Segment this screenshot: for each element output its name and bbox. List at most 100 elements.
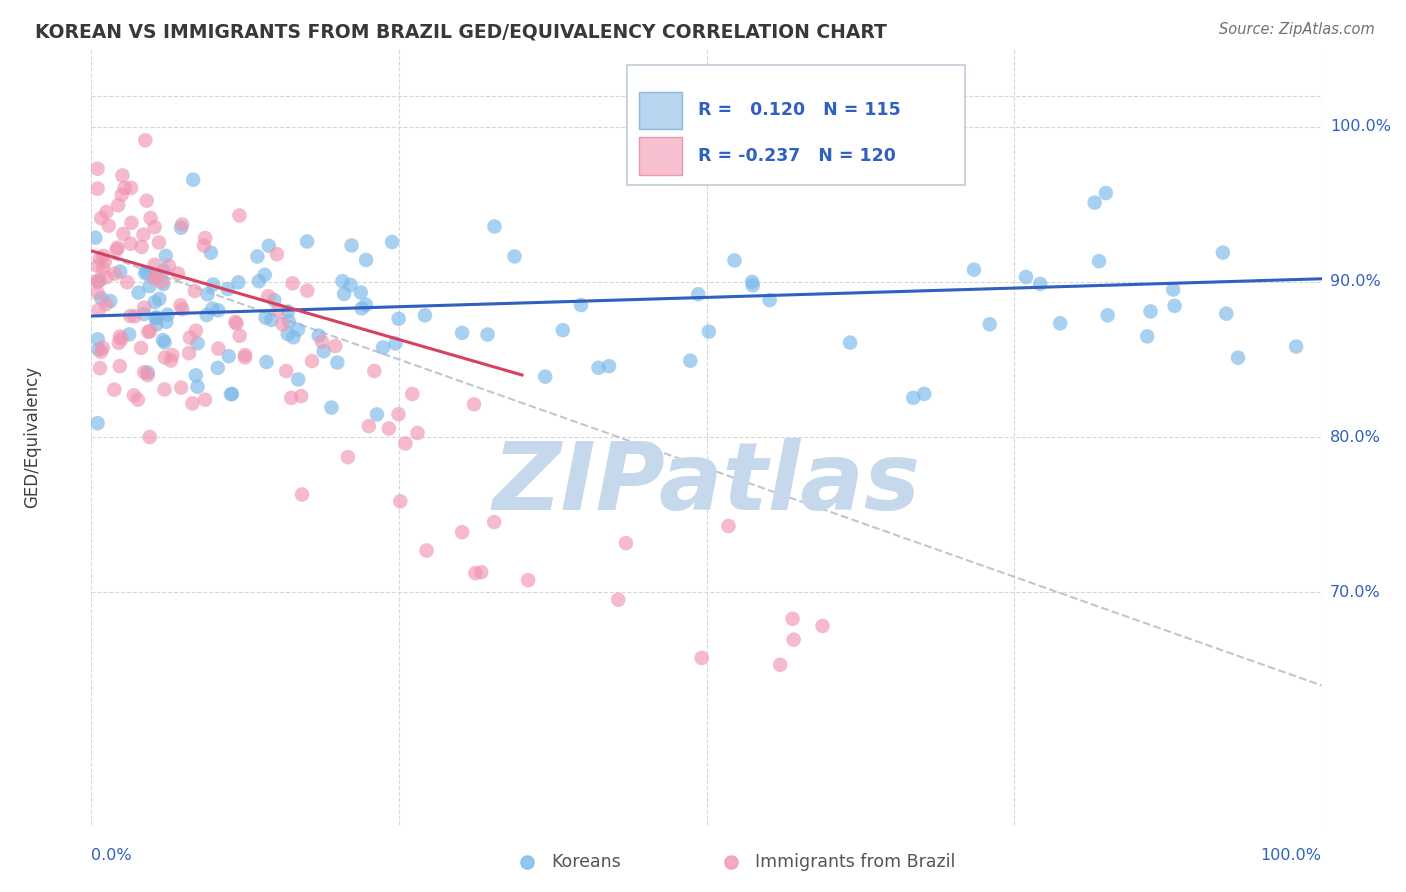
Point — [482, 515, 505, 529]
Text: R =   0.120   N = 115: R = 0.120 N = 115 — [697, 102, 901, 120]
Point — [134, 133, 156, 147]
Point — [145, 310, 167, 325]
Point — [132, 307, 155, 321]
Point — [170, 381, 193, 395]
Point — [225, 317, 247, 331]
Point — [717, 519, 740, 533]
Point — [110, 332, 132, 346]
Point — [103, 383, 125, 397]
Point — [720, 855, 742, 869]
Point — [127, 392, 149, 407]
Point — [136, 265, 159, 279]
Point — [207, 303, 229, 318]
Point — [588, 360, 610, 375]
Point — [451, 326, 474, 340]
Point — [470, 566, 492, 580]
Text: Koreans: Koreans — [551, 853, 621, 871]
Point — [120, 216, 142, 230]
Point — [86, 181, 108, 195]
Point — [219, 387, 242, 401]
Point — [350, 301, 373, 316]
Point — [517, 573, 540, 587]
Point — [107, 335, 129, 350]
Point — [246, 250, 269, 264]
Point — [281, 277, 304, 291]
Point — [598, 359, 620, 374]
Point — [484, 219, 506, 234]
Point — [516, 855, 538, 869]
Point — [167, 267, 190, 281]
Point — [148, 292, 170, 306]
Point — [357, 419, 380, 434]
Point — [336, 450, 359, 464]
Point — [91, 341, 114, 355]
Point — [266, 247, 288, 261]
Point — [276, 364, 298, 378]
Point — [720, 167, 742, 181]
Point — [107, 198, 129, 212]
Point — [287, 322, 309, 336]
Point — [155, 249, 177, 263]
Point — [86, 161, 108, 176]
Point — [94, 297, 117, 311]
Point — [93, 255, 115, 269]
Point — [86, 259, 108, 273]
Point — [179, 331, 201, 345]
Point — [839, 335, 862, 350]
Bar — [638, 137, 682, 175]
Point — [195, 308, 218, 322]
Point — [134, 266, 156, 280]
Point — [413, 309, 436, 323]
Point — [1088, 254, 1111, 268]
Point — [184, 284, 207, 298]
Point — [1139, 304, 1161, 318]
Point — [607, 592, 630, 607]
Point — [145, 311, 167, 326]
Text: Immigrants from Brazil: Immigrants from Brazil — [755, 853, 956, 871]
Point — [1215, 307, 1237, 321]
Point — [197, 287, 219, 301]
Point — [139, 211, 162, 225]
Point — [124, 310, 146, 324]
Point — [233, 348, 256, 362]
Point — [153, 335, 176, 350]
Point — [143, 295, 166, 310]
Text: 70.0%: 70.0% — [1330, 585, 1381, 599]
Point — [143, 220, 166, 235]
Point — [96, 270, 118, 285]
Point — [129, 341, 152, 355]
Point — [156, 308, 179, 322]
Text: 0.0%: 0.0% — [91, 848, 132, 863]
Point — [477, 327, 499, 342]
Text: 80.0%: 80.0% — [1330, 430, 1381, 444]
Point — [108, 329, 131, 343]
Point — [388, 311, 411, 326]
FancyBboxPatch shape — [627, 64, 965, 185]
Point — [194, 392, 217, 407]
Point — [291, 487, 314, 501]
Point — [148, 235, 170, 250]
Point — [194, 231, 217, 245]
Point — [308, 328, 330, 343]
Point — [741, 275, 763, 289]
Point — [381, 235, 404, 249]
Point — [283, 330, 305, 344]
Point — [1084, 195, 1107, 210]
Point — [143, 258, 166, 272]
Point — [350, 285, 373, 300]
Point — [84, 230, 107, 244]
Point — [257, 239, 280, 253]
Point — [277, 327, 299, 342]
Point — [326, 355, 349, 369]
Point — [301, 354, 323, 368]
Point — [134, 365, 156, 379]
Point — [614, 536, 637, 550]
Point — [139, 324, 162, 338]
Text: R = -0.237   N = 120: R = -0.237 N = 120 — [697, 147, 896, 165]
Point — [114, 181, 136, 195]
Point — [451, 525, 474, 540]
Point — [108, 359, 131, 373]
Point — [152, 333, 174, 347]
Point — [267, 303, 290, 318]
Point — [228, 328, 250, 343]
